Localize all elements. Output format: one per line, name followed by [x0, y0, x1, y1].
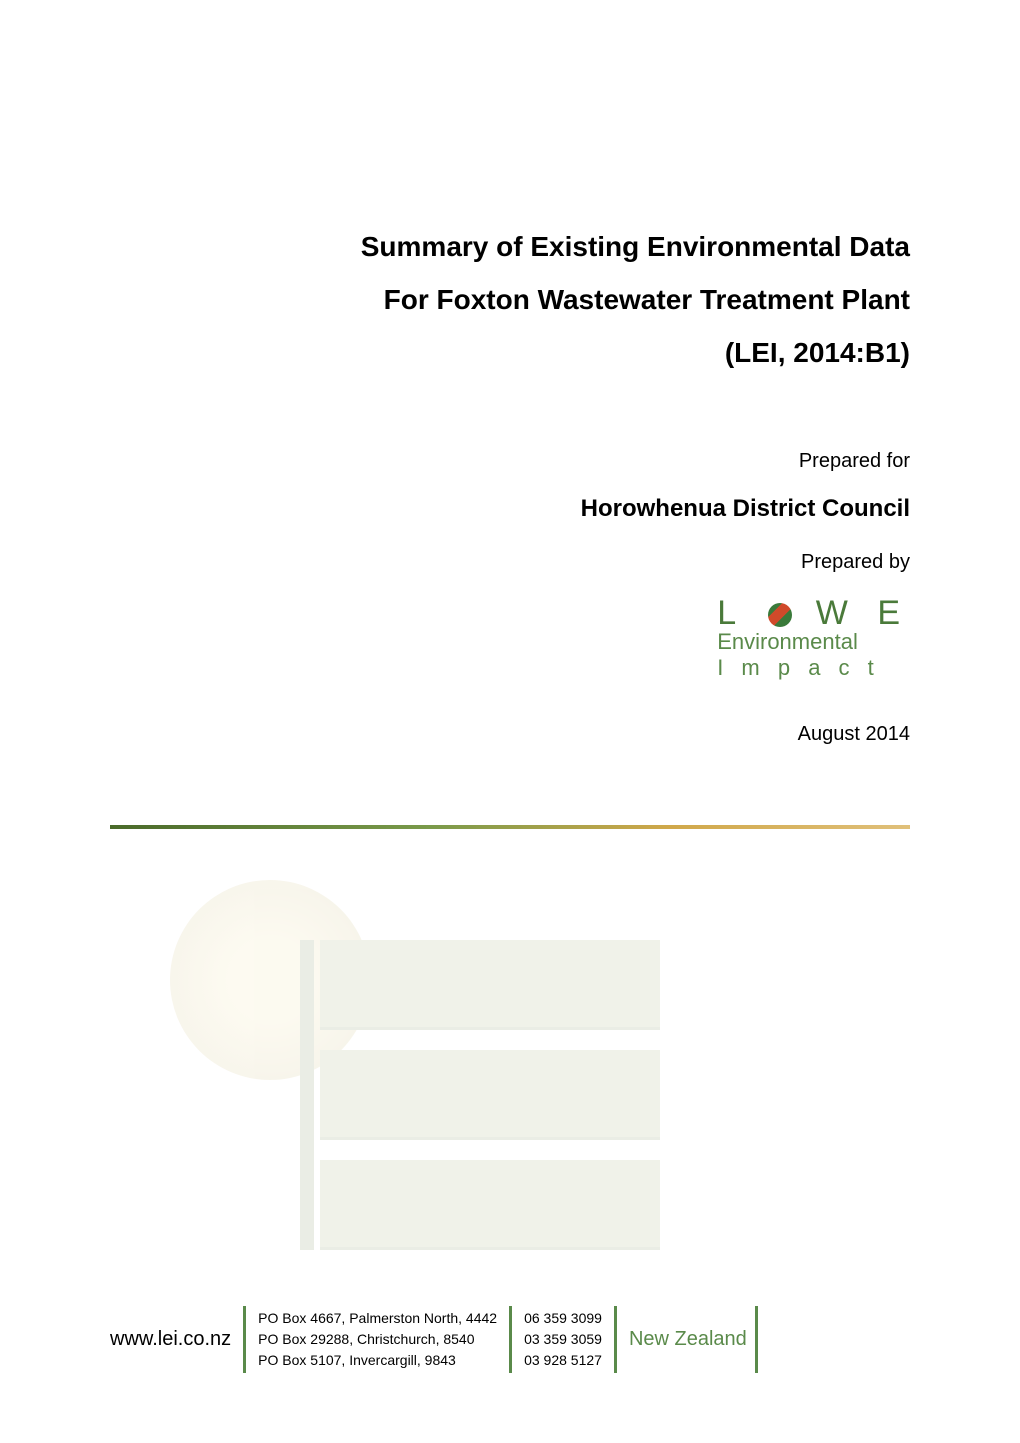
footer-divider-1 [243, 1306, 246, 1373]
footer-divider-4 [755, 1306, 758, 1373]
watermark-vertical-bar [300, 940, 314, 1250]
watermark-rect-2 [320, 1050, 660, 1140]
gradient-divider-bar [110, 825, 910, 829]
logo-container: L W E Environmental I m p a c t [110, 594, 910, 681]
footer: www.lei.co.nz PO Box 4667, Palmerston No… [110, 1306, 910, 1373]
footer-address-1: PO Box 4667, Palmerston North, 4442 [258, 1308, 497, 1329]
globe-icon [768, 603, 792, 627]
prepared-for-label: Prepared for [110, 450, 910, 473]
title-line-2: For Foxton Wastewater Treatment Plant [110, 273, 910, 326]
footer-website: www.lei.co.nz [110, 1306, 235, 1373]
company-logo: L W E Environmental I m p a c t [717, 594, 910, 681]
footer-phone-1: 06 359 3099 [524, 1308, 602, 1329]
title-section: Summary of Existing Environmental Data F… [110, 220, 910, 380]
footer-divider-2 [509, 1306, 512, 1373]
logo-letters: L W E [717, 594, 910, 633]
watermark-graphic [170, 880, 690, 1300]
document-page: Summary of Existing Environmental Data F… [0, 0, 1020, 1443]
client-name: Horowhenua District Council [110, 495, 910, 523]
logo-letter-l: L [717, 594, 745, 632]
logo-letter-w: W [816, 594, 858, 632]
footer-country: New Zealand [625, 1306, 747, 1373]
footer-phone-3: 03 928 5127 [524, 1350, 602, 1371]
watermark-circle [170, 880, 370, 1080]
logo-letter-e: E [877, 594, 910, 632]
footer-divider-3 [614, 1306, 617, 1373]
footer-addresses: PO Box 4667, Palmerston North, 4442 PO B… [254, 1306, 501, 1373]
title-line-1: Summary of Existing Environmental Data [110, 220, 910, 273]
document-date: August 2014 [110, 723, 910, 746]
footer-phones: 06 359 3099 03 359 3059 03 928 5127 [520, 1306, 606, 1373]
title-reference: (LEI, 2014:B1) [110, 326, 910, 379]
logo-line-impact: I m p a c t [717, 655, 910, 681]
footer-phone-2: 03 359 3059 [524, 1329, 602, 1350]
footer-address-2: PO Box 29288, Christchurch, 8540 [258, 1329, 497, 1350]
watermark-rect-1 [320, 940, 660, 1030]
watermark-rect-3 [320, 1160, 660, 1250]
footer-address-3: PO Box 5107, Invercargill, 9843 [258, 1350, 497, 1371]
prepared-by-label: Prepared by [110, 551, 910, 574]
